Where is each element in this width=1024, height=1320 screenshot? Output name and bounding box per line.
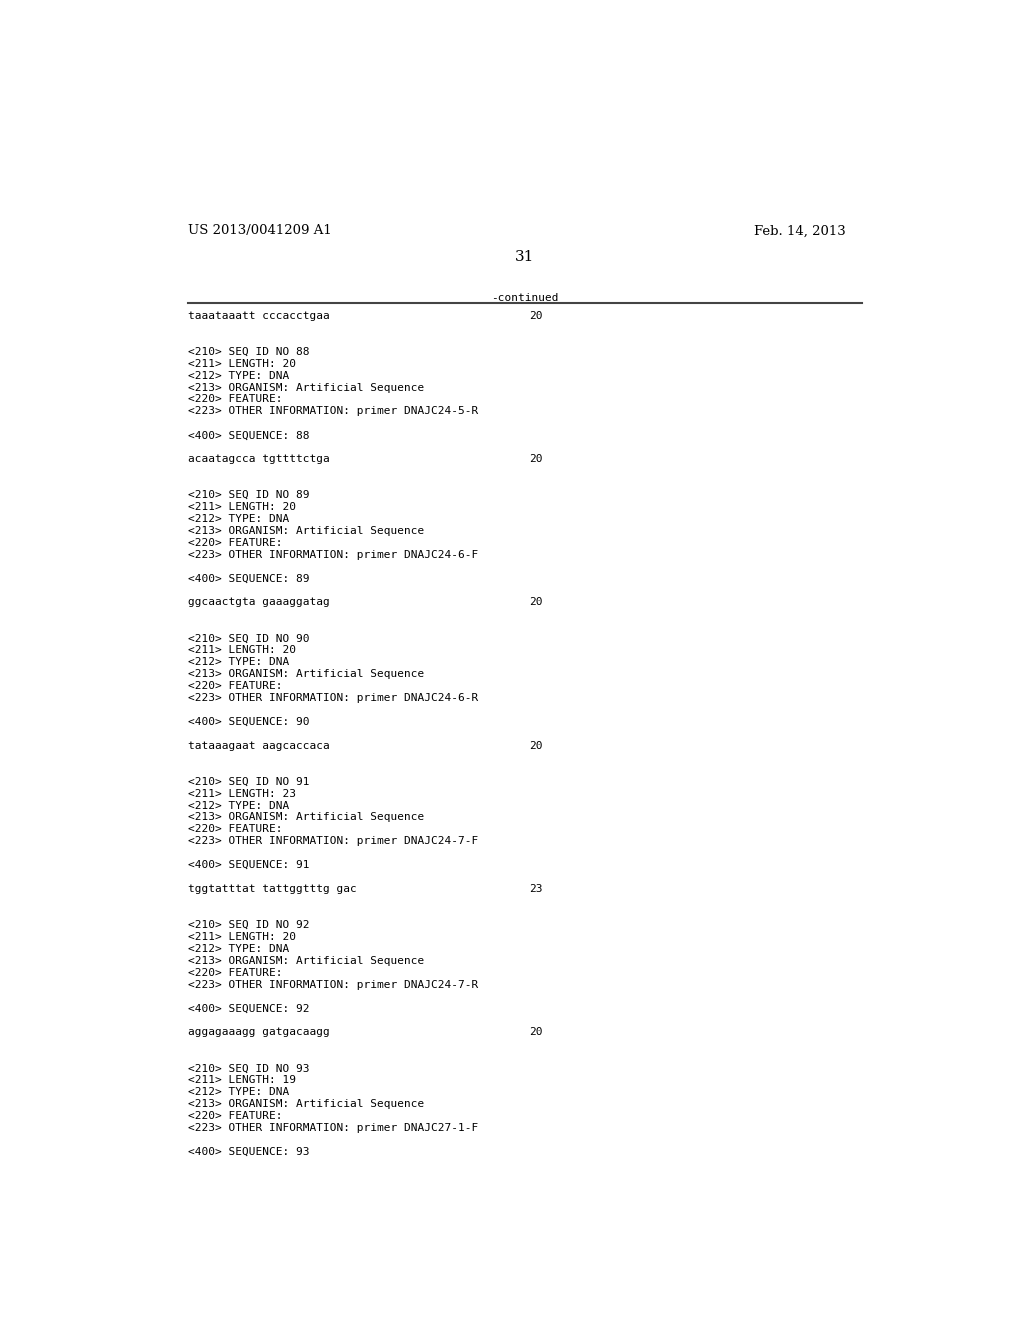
Text: <400> SEQUENCE: 89: <400> SEQUENCE: 89 — [187, 574, 309, 583]
Text: 20: 20 — [528, 741, 543, 751]
Text: <223> OTHER INFORMATION: primer DNAJC24-6-F: <223> OTHER INFORMATION: primer DNAJC24-… — [187, 549, 478, 560]
Text: <220> FEATURE:: <220> FEATURE: — [187, 681, 282, 692]
Text: ggcaactgta gaaaggatag: ggcaactgta gaaaggatag — [187, 598, 330, 607]
Text: <213> ORGANISM: Artificial Sequence: <213> ORGANISM: Artificial Sequence — [187, 1100, 424, 1109]
Text: 20: 20 — [528, 1027, 543, 1038]
Text: <400> SEQUENCE: 93: <400> SEQUENCE: 93 — [187, 1147, 309, 1156]
Text: <223> OTHER INFORMATION: primer DNAJC24-7-F: <223> OTHER INFORMATION: primer DNAJC24-… — [187, 837, 478, 846]
Text: <220> FEATURE:: <220> FEATURE: — [187, 968, 282, 978]
Text: <213> ORGANISM: Artificial Sequence: <213> ORGANISM: Artificial Sequence — [187, 525, 424, 536]
Text: 20: 20 — [528, 312, 543, 321]
Text: <223> OTHER INFORMATION: primer DNAJC27-1-F: <223> OTHER INFORMATION: primer DNAJC27-… — [187, 1123, 478, 1133]
Text: 20: 20 — [528, 454, 543, 465]
Text: US 2013/0041209 A1: US 2013/0041209 A1 — [187, 224, 332, 238]
Text: <213> ORGANISM: Artificial Sequence: <213> ORGANISM: Artificial Sequence — [187, 669, 424, 680]
Text: <210> SEQ ID NO 92: <210> SEQ ID NO 92 — [187, 920, 309, 929]
Text: 31: 31 — [515, 249, 535, 264]
Text: 23: 23 — [528, 884, 543, 894]
Text: <212> TYPE: DNA: <212> TYPE: DNA — [187, 513, 289, 524]
Text: <211> LENGTH: 23: <211> LENGTH: 23 — [187, 788, 296, 799]
Text: <223> OTHER INFORMATION: primer DNAJC24-7-R: <223> OTHER INFORMATION: primer DNAJC24-… — [187, 979, 478, 990]
Text: <223> OTHER INFORMATION: primer DNAJC24-6-R: <223> OTHER INFORMATION: primer DNAJC24-… — [187, 693, 478, 704]
Text: Feb. 14, 2013: Feb. 14, 2013 — [755, 224, 846, 238]
Text: <220> FEATURE:: <220> FEATURE: — [187, 1111, 282, 1121]
Text: aggagaaagg gatgacaagg: aggagaaagg gatgacaagg — [187, 1027, 330, 1038]
Text: <213> ORGANISM: Artificial Sequence: <213> ORGANISM: Artificial Sequence — [187, 956, 424, 966]
Text: <400> SEQUENCE: 91: <400> SEQUENCE: 91 — [187, 861, 309, 870]
Text: <210> SEQ ID NO 88: <210> SEQ ID NO 88 — [187, 347, 309, 356]
Text: <213> ORGANISM: Artificial Sequence: <213> ORGANISM: Artificial Sequence — [187, 812, 424, 822]
Text: acaatagcca tgttttctga: acaatagcca tgttttctga — [187, 454, 330, 465]
Text: <223> OTHER INFORMATION: primer DNAJC24-5-R: <223> OTHER INFORMATION: primer DNAJC24-… — [187, 407, 478, 416]
Text: <211> LENGTH: 20: <211> LENGTH: 20 — [187, 645, 296, 655]
Text: <212> TYPE: DNA: <212> TYPE: DNA — [187, 944, 289, 954]
Text: <210> SEQ ID NO 89: <210> SEQ ID NO 89 — [187, 490, 309, 500]
Text: <212> TYPE: DNA: <212> TYPE: DNA — [187, 371, 289, 380]
Text: <220> FEATURE:: <220> FEATURE: — [187, 537, 282, 548]
Text: <211> LENGTH: 20: <211> LENGTH: 20 — [187, 932, 296, 942]
Text: tggtatttat tattggtttg gac: tggtatttat tattggtttg gac — [187, 884, 356, 894]
Text: taaataaatt cccacctgaa: taaataaatt cccacctgaa — [187, 312, 330, 321]
Text: tataaagaat aagcaccaca: tataaagaat aagcaccaca — [187, 741, 330, 751]
Text: <210> SEQ ID NO 91: <210> SEQ ID NO 91 — [187, 776, 309, 787]
Text: <211> LENGTH: 20: <211> LENGTH: 20 — [187, 502, 296, 512]
Text: <212> TYPE: DNA: <212> TYPE: DNA — [187, 800, 289, 810]
Text: <212> TYPE: DNA: <212> TYPE: DNA — [187, 657, 289, 667]
Text: <211> LENGTH: 19: <211> LENGTH: 19 — [187, 1076, 296, 1085]
Text: <400> SEQUENCE: 88: <400> SEQUENCE: 88 — [187, 430, 309, 441]
Text: <220> FEATURE:: <220> FEATURE: — [187, 395, 282, 404]
Text: -continued: -continued — [492, 293, 558, 302]
Text: <212> TYPE: DNA: <212> TYPE: DNA — [187, 1088, 289, 1097]
Text: <400> SEQUENCE: 90: <400> SEQUENCE: 90 — [187, 717, 309, 727]
Text: <211> LENGTH: 20: <211> LENGTH: 20 — [187, 359, 296, 368]
Text: <210> SEQ ID NO 93: <210> SEQ ID NO 93 — [187, 1063, 309, 1073]
Text: <400> SEQUENCE: 92: <400> SEQUENCE: 92 — [187, 1003, 309, 1014]
Text: 20: 20 — [528, 598, 543, 607]
Text: <220> FEATURE:: <220> FEATURE: — [187, 825, 282, 834]
Text: <213> ORGANISM: Artificial Sequence: <213> ORGANISM: Artificial Sequence — [187, 383, 424, 392]
Text: <210> SEQ ID NO 90: <210> SEQ ID NO 90 — [187, 634, 309, 643]
